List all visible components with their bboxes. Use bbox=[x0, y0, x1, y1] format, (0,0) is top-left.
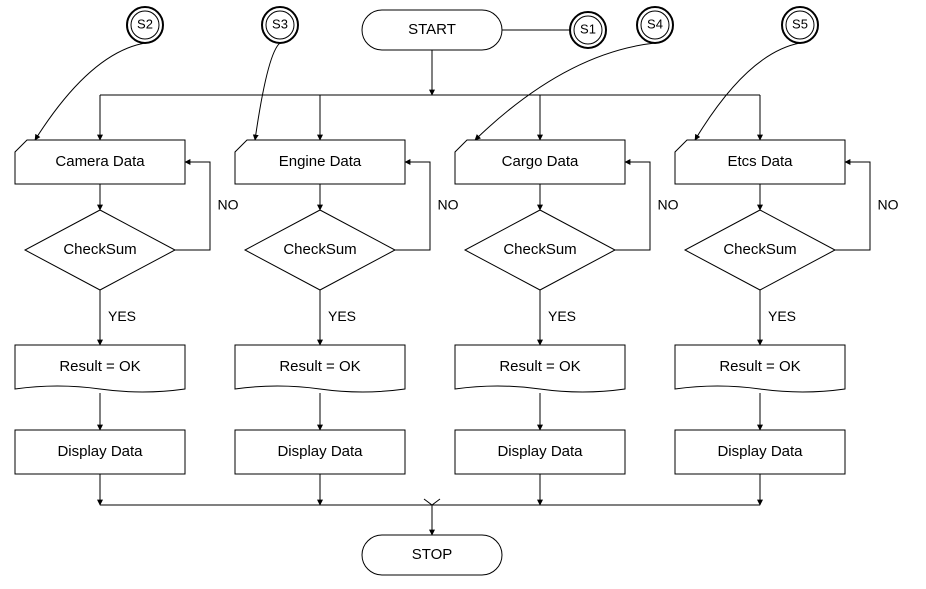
display-label-1: Display Data bbox=[277, 443, 363, 460]
result-label-2: Result = OK bbox=[499, 358, 580, 375]
stop-label: STOP bbox=[412, 546, 453, 563]
checksum-label-2: CheckSum bbox=[503, 241, 576, 258]
no-label-3: NO bbox=[878, 197, 899, 213]
result-label-3: Result = OK bbox=[719, 358, 800, 375]
yes-label-2: YES bbox=[548, 308, 576, 324]
no-label-1: NO bbox=[438, 197, 459, 213]
start-label: START bbox=[408, 21, 456, 38]
flowchart-svg: START S1 S2 Camera Data CheckSum YES NO Result … bbox=[0, 0, 926, 589]
edge-conn-0 bbox=[35, 43, 145, 140]
data-node-1-label: Engine Data bbox=[279, 153, 362, 170]
no-label-0: NO bbox=[218, 197, 239, 213]
no-label-2: NO bbox=[658, 197, 679, 213]
checksum-label-1: CheckSum bbox=[283, 241, 356, 258]
connector-s4-label: S4 bbox=[647, 16, 663, 31]
connector-s2-label: S2 bbox=[137, 16, 153, 31]
checksum-label-0: CheckSum bbox=[63, 241, 136, 258]
data-node-2-label: Cargo Data bbox=[502, 153, 579, 170]
yes-label-1: YES bbox=[328, 308, 356, 324]
edge-conn-1 bbox=[255, 43, 280, 140]
edge-conn-3 bbox=[695, 43, 800, 140]
display-label-2: Display Data bbox=[497, 443, 583, 460]
data-node-3-label: Etcs Data bbox=[727, 153, 793, 170]
display-label-0: Display Data bbox=[57, 443, 143, 460]
data-node-0-label: Camera Data bbox=[55, 153, 145, 170]
yes-label-3: YES bbox=[768, 308, 796, 324]
yes-label-0: YES bbox=[108, 308, 136, 324]
result-label-0: Result = OK bbox=[59, 358, 140, 375]
result-label-1: Result = OK bbox=[279, 358, 360, 375]
edge-conn-2 bbox=[475, 43, 655, 140]
checksum-label-3: CheckSum bbox=[723, 241, 796, 258]
merge-tick bbox=[424, 499, 440, 505]
connector-s3-label: S3 bbox=[272, 16, 288, 31]
connector-s5-label: S5 bbox=[792, 16, 808, 31]
display-label-3: Display Data bbox=[717, 443, 803, 460]
connector-s1-label: S1 bbox=[580, 21, 596, 36]
